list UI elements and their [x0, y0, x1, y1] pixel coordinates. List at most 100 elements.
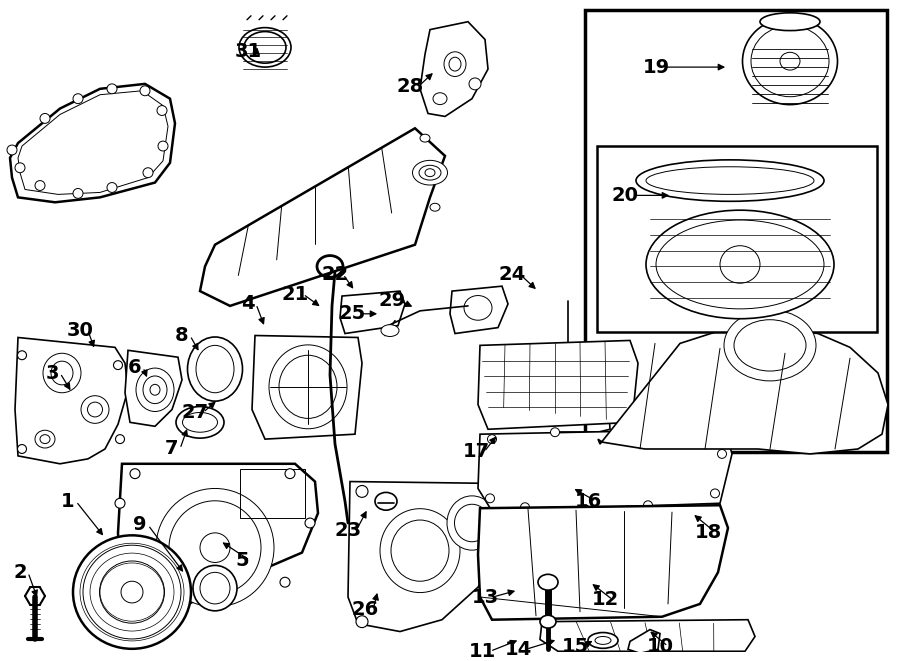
Ellipse shape — [120, 567, 130, 577]
Ellipse shape — [136, 368, 174, 412]
Text: 3: 3 — [45, 364, 58, 383]
Ellipse shape — [40, 114, 50, 124]
Polygon shape — [478, 340, 638, 429]
Polygon shape — [340, 291, 405, 334]
Text: 22: 22 — [321, 265, 348, 284]
Ellipse shape — [7, 145, 17, 155]
Ellipse shape — [113, 361, 122, 369]
Text: 6: 6 — [128, 358, 142, 377]
Ellipse shape — [375, 492, 397, 510]
Text: 14: 14 — [504, 640, 532, 659]
Ellipse shape — [464, 295, 492, 320]
Polygon shape — [450, 286, 508, 334]
Text: 18: 18 — [695, 524, 722, 543]
Ellipse shape — [636, 160, 824, 202]
Ellipse shape — [73, 535, 191, 649]
Ellipse shape — [646, 210, 834, 319]
Ellipse shape — [17, 445, 26, 453]
Ellipse shape — [15, 163, 25, 173]
Text: 21: 21 — [282, 285, 309, 303]
Polygon shape — [628, 629, 660, 653]
Ellipse shape — [488, 435, 497, 444]
Polygon shape — [348, 482, 508, 631]
Ellipse shape — [492, 485, 504, 497]
Text: 9: 9 — [133, 516, 147, 535]
Ellipse shape — [710, 489, 719, 498]
Ellipse shape — [239, 28, 291, 67]
Text: 25: 25 — [338, 304, 365, 323]
Bar — [240, 469, 305, 518]
Text: 17: 17 — [463, 442, 490, 461]
Ellipse shape — [107, 182, 117, 192]
Ellipse shape — [447, 496, 497, 550]
Ellipse shape — [73, 94, 83, 104]
Ellipse shape — [35, 180, 45, 190]
Polygon shape — [118, 464, 318, 612]
Ellipse shape — [81, 396, 109, 423]
Ellipse shape — [176, 407, 224, 438]
Text: 13: 13 — [472, 588, 499, 607]
Polygon shape — [125, 350, 182, 426]
Bar — [597, 146, 877, 332]
Text: 26: 26 — [351, 600, 379, 619]
Text: 31: 31 — [234, 42, 262, 61]
Ellipse shape — [305, 518, 315, 528]
Text: 5: 5 — [235, 551, 248, 570]
Polygon shape — [478, 505, 728, 620]
Ellipse shape — [380, 509, 460, 592]
Text: 16: 16 — [574, 492, 601, 511]
Ellipse shape — [485, 494, 494, 503]
Ellipse shape — [538, 574, 558, 590]
Text: 15: 15 — [562, 637, 589, 656]
Ellipse shape — [492, 596, 504, 608]
Polygon shape — [10, 84, 175, 202]
Text: 20: 20 — [611, 186, 638, 205]
Ellipse shape — [157, 106, 167, 116]
Polygon shape — [420, 22, 488, 116]
Polygon shape — [540, 620, 755, 651]
Ellipse shape — [540, 615, 556, 628]
Ellipse shape — [280, 577, 290, 587]
Ellipse shape — [269, 345, 347, 429]
Ellipse shape — [156, 488, 274, 607]
Text: 28: 28 — [396, 77, 424, 97]
Ellipse shape — [430, 204, 440, 211]
Ellipse shape — [433, 93, 447, 104]
Ellipse shape — [107, 84, 117, 94]
Polygon shape — [478, 429, 732, 511]
Text: 10: 10 — [646, 637, 673, 656]
Polygon shape — [252, 336, 362, 439]
Ellipse shape — [644, 501, 652, 510]
Ellipse shape — [170, 599, 180, 609]
Ellipse shape — [115, 498, 125, 508]
Text: 8: 8 — [176, 326, 189, 345]
Text: 30: 30 — [67, 321, 94, 340]
Ellipse shape — [551, 428, 560, 437]
Ellipse shape — [444, 52, 466, 77]
Ellipse shape — [412, 161, 447, 185]
Ellipse shape — [356, 485, 368, 497]
Text: 4: 4 — [241, 294, 255, 313]
Ellipse shape — [187, 337, 242, 401]
Bar — [558, 432, 598, 442]
Ellipse shape — [143, 168, 153, 178]
Ellipse shape — [158, 141, 168, 151]
Ellipse shape — [193, 565, 237, 611]
Ellipse shape — [285, 469, 295, 479]
Ellipse shape — [680, 428, 689, 437]
Ellipse shape — [244, 32, 286, 63]
Ellipse shape — [17, 351, 26, 360]
Ellipse shape — [420, 134, 430, 142]
Text: 7: 7 — [166, 440, 179, 459]
Ellipse shape — [425, 169, 435, 176]
Ellipse shape — [717, 449, 726, 458]
Text: 12: 12 — [591, 590, 618, 609]
Ellipse shape — [130, 469, 140, 479]
Bar — [585, 10, 887, 452]
Polygon shape — [598, 328, 888, 454]
Text: 1: 1 — [61, 492, 75, 511]
Ellipse shape — [469, 78, 481, 90]
Polygon shape — [15, 338, 128, 464]
Ellipse shape — [588, 633, 618, 648]
Ellipse shape — [381, 325, 399, 336]
